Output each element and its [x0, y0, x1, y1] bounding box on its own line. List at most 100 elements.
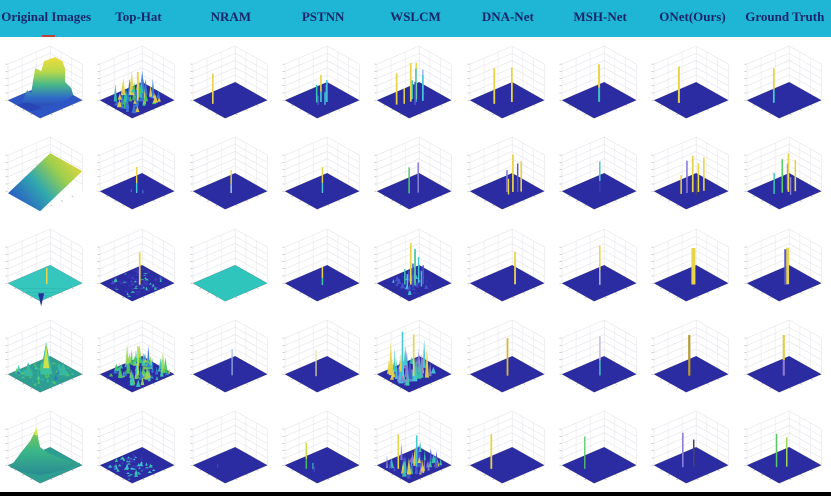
plot-cell-r2-msh-net: [554, 129, 646, 220]
plot-cell-r3-onet-ours: [646, 221, 738, 312]
surface-plot: [5, 45, 83, 119]
surface-plot: [97, 411, 176, 484]
plot-cell-r1-dna-net: [462, 38, 554, 129]
surface-plot: [374, 411, 453, 484]
surface-plot: [651, 319, 730, 393]
surface-plot: [5, 411, 83, 484]
plot-cell-r3-wslcm: [369, 221, 461, 312]
plot-cell-r2-dna-net: [462, 129, 554, 220]
plot-cell-r5-ground-truth: [739, 403, 831, 494]
surface-plot: [282, 228, 360, 302]
plot-cell-r3-dna-net: [462, 221, 554, 312]
surface-plot: [651, 228, 730, 302]
surface-plot: [190, 137, 268, 210]
plot-cell-r4-pstnn: [277, 312, 369, 403]
plot-cell-r3-pstnn: [277, 221, 369, 312]
plot-cell-r4-ground-truth: [739, 312, 831, 403]
plot-cell-r1-original-images: [0, 38, 92, 129]
plot-cell-r1-onet-ours: [646, 38, 738, 129]
surface-plot: [467, 137, 545, 210]
plot-cell-r4-msh-net: [554, 312, 646, 403]
column-header-nram: NRAM: [210, 9, 252, 24]
plot-cell-r1-nram: [185, 38, 277, 129]
surface-plot: [467, 45, 545, 119]
red-underline-mark: [42, 35, 55, 37]
plot-cell-r3-top-hat: [92, 221, 184, 312]
surface-plot: [559, 319, 637, 393]
surface-plot: [374, 228, 453, 302]
column-header-ground-truth: Ground Truth: [745, 9, 825, 24]
surface-plot: [5, 228, 83, 306]
surface-plot: [744, 228, 822, 302]
plot-cell-r4-wslcm: [369, 312, 461, 403]
surface-plot: [744, 411, 822, 484]
column-header-onet-ours: ONet(Ours): [659, 9, 726, 24]
surface-plot: [97, 137, 176, 210]
surface-plot: [651, 45, 730, 119]
surface-plot: [559, 45, 637, 119]
column-header-dna-net: DNA-Net: [481, 9, 534, 24]
surface-plot: [651, 411, 730, 484]
plot-cell-r4-dna-net: [462, 312, 554, 403]
plot-cell-r5-top-hat: [92, 403, 184, 494]
plot-cell-r2-nram: [185, 129, 277, 220]
surface-plot: [744, 45, 822, 119]
surface-plot: [190, 45, 268, 119]
surface-plot: [97, 319, 176, 393]
plot-cell-r1-msh-net: [554, 38, 646, 129]
surface-plot: [467, 319, 545, 393]
plot-cell-r1-pstnn: [277, 38, 369, 129]
column-header-pstnn: PSTNN: [301, 9, 345, 24]
plot-cell-r2-top-hat: [92, 129, 184, 220]
plot-cell-r5-nram: [185, 403, 277, 494]
plot-cell-r5-msh-net: [554, 403, 646, 494]
plot-cell-r3-msh-net: [554, 221, 646, 312]
plot-cell-r4-onet-ours: [646, 312, 738, 403]
surface-plot: [744, 137, 822, 210]
plot-cell-r5-dna-net: [462, 403, 554, 494]
surface-plot: [467, 228, 545, 302]
surface-plot: [744, 319, 822, 393]
column-header-top-hat: Top-Hat: [115, 9, 162, 24]
plot-cell-r2-original-images: [0, 129, 92, 220]
plot-cell-r4-original-images: [0, 312, 92, 403]
surface-plot: [190, 319, 268, 393]
column-header-original-images: Original Images: [1, 9, 92, 24]
surface-plot: [559, 411, 637, 484]
plot-cell-r2-onet-ours: [646, 129, 738, 220]
surface-plot: [374, 137, 453, 210]
surface-plot: [559, 137, 637, 210]
plot-cell-r1-wslcm: [369, 38, 461, 129]
surface-plot: [651, 137, 730, 210]
surface-plot: [97, 45, 176, 119]
surface-plot: [5, 319, 83, 393]
plot-cell-r5-original-images: [0, 403, 92, 494]
plot-cell-r4-top-hat: [92, 312, 184, 403]
surface-plot: [190, 228, 268, 302]
surface-plot: [190, 411, 268, 484]
surface-plot: [374, 319, 453, 393]
surface-plot: [5, 137, 83, 212]
surface-plot: [467, 411, 545, 484]
figure-bottom-border: [0, 492, 831, 496]
plot-grid: [0, 38, 831, 492]
plot-cell-r3-nram: [185, 221, 277, 312]
plot-cell-r2-ground-truth: [739, 129, 831, 220]
column-header-bar: Original Images Top-Hat NRAM PSTNN WSLCM…: [0, 0, 831, 37]
column-header-wslcm: WSLCM: [390, 9, 441, 24]
surface-plot: [97, 228, 176, 302]
surface-plot: [282, 411, 360, 484]
plot-cell-r3-ground-truth: [739, 221, 831, 312]
plot-cell-r5-pstnn: [277, 403, 369, 494]
plot-cell-r2-pstnn: [277, 129, 369, 220]
plot-cell-r5-onet-ours: [646, 403, 738, 494]
plot-cell-r5-wslcm: [369, 403, 461, 494]
surface-plot: [559, 228, 637, 302]
plot-cell-r2-wslcm: [369, 129, 461, 220]
surface-plot: [282, 319, 360, 393]
surface-plot: [282, 45, 360, 119]
surface-plot: [282, 137, 360, 210]
plot-cell-r3-original-images: [0, 221, 92, 312]
column-header-msh-net: MSH-Net: [573, 9, 627, 24]
